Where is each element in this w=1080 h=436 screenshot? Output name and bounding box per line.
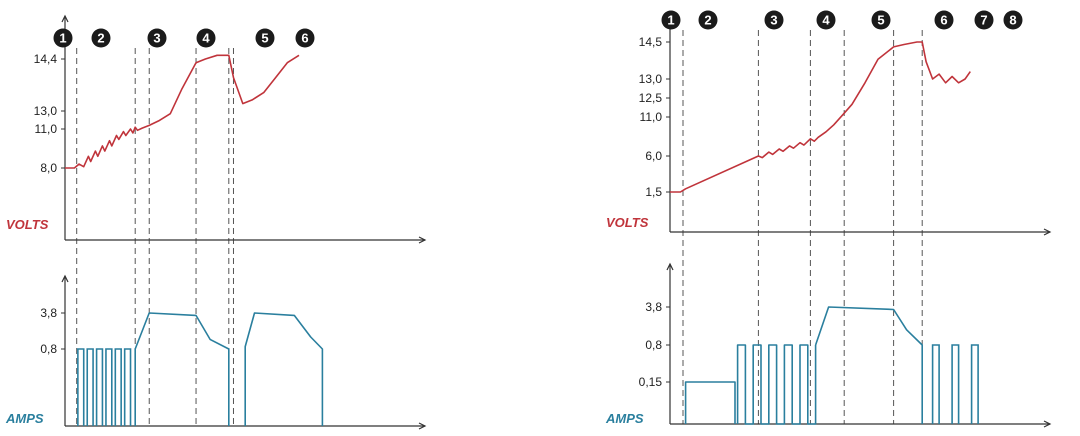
amps-axis-title: AMPS [5, 411, 44, 426]
amps-pulse [95, 348, 104, 426]
amps-tick-label: 0,8 [40, 342, 57, 356]
stage-marker [91, 28, 111, 48]
amps-x-arrow [1043, 420, 1052, 428]
volts-tick-label: 1,5 [645, 185, 662, 199]
stage-marker-label: 2 [97, 31, 104, 46]
stage-marker [295, 28, 315, 48]
stage-marker-label: 1 [667, 13, 674, 28]
amps-x-arrow [418, 422, 427, 430]
amps-tick-label: 3,8 [40, 306, 57, 320]
amps-pulse [970, 344, 979, 424]
amps-tick-label: 0,15 [639, 375, 663, 389]
stage-marker-label: 4 [822, 13, 830, 28]
volts-series-line [65, 54, 300, 169]
amps-pulse [105, 348, 113, 426]
amps-tick-label: 3,8 [645, 300, 662, 314]
volts-tick-label: 13,0 [639, 72, 663, 86]
volts-tick-label: 12,5 [639, 91, 663, 105]
volts-tick-label: 8,0 [40, 161, 57, 175]
amps-pulse [931, 344, 940, 424]
stage-marker [196, 28, 216, 48]
volts-x-arrow [418, 236, 427, 244]
volts-tick-label: 14,4 [34, 52, 58, 66]
stage-marker [147, 28, 167, 48]
amps-y-arrow [61, 274, 69, 283]
stage-marker [934, 10, 954, 30]
stage-marker-label: 4 [202, 31, 210, 46]
stage-marker-label: 3 [770, 13, 777, 28]
stage-marker [53, 28, 73, 48]
stage-marker-label: 5 [877, 13, 884, 28]
amps-series-segment [814, 306, 924, 424]
charging-chart-panel-2: 1,5 6,0 11,0 12,5 13,0 14,5 0,15 0,8 3,8 VOLTS AMP… [605, 10, 1052, 428]
amps-pulse [77, 348, 85, 426]
stage-marker-label: 5 [261, 31, 268, 46]
stage-marker-label: 1 [59, 31, 66, 46]
amps-pulse [114, 348, 122, 426]
stage-marker [974, 10, 994, 30]
volts-x-arrow [1043, 228, 1052, 236]
stage-marker [816, 10, 836, 30]
stage-marker-label: 3 [153, 31, 160, 46]
volts-tick-label: 11,0 [640, 110, 663, 124]
volts-tick-label: 14,5 [639, 35, 663, 49]
stage-marker [255, 28, 275, 48]
amps-series-segment [684, 381, 736, 424]
stage-marker [1003, 10, 1023, 30]
volts-tick-label: 6,0 [645, 149, 662, 163]
stage-marker [764, 10, 784, 30]
volts-series-line [670, 41, 971, 193]
amps-series-segment [134, 312, 230, 426]
stage-marker-label: 6 [301, 31, 308, 46]
volts-axis-title: VOLTS [606, 215, 649, 230]
charging-chart-panel-1: 8,0 11,0 13,0 14,4 0,8 3,8 VOLTS AMPS 1 2 3 4 5 6 [5, 14, 427, 430]
amps-series-segment [736, 344, 817, 425]
stage-marker-label: 2 [704, 13, 711, 28]
stage-marker-label: 7 [980, 13, 987, 28]
stage-marker [698, 10, 718, 30]
amps-series-segment [244, 312, 324, 426]
amps-axis-title: AMPS [605, 411, 644, 426]
amps-pulse [86, 348, 94, 426]
stage-marker-label: 6 [940, 13, 947, 28]
stage-marker [871, 10, 891, 30]
amps-tick-label: 0,8 [645, 338, 662, 352]
amps-y-arrow [666, 262, 674, 271]
volts-tick-label: 11,0 [35, 122, 58, 136]
amps-pulse [951, 344, 960, 424]
amps-pulse [123, 348, 132, 426]
stage-marker-label: 8 [1009, 13, 1016, 28]
volts-tick-label: 13,0 [34, 104, 58, 118]
volts-axis-title: VOLTS [6, 217, 49, 232]
stage-marker [661, 10, 681, 30]
volts-y-arrow [61, 14, 69, 23]
